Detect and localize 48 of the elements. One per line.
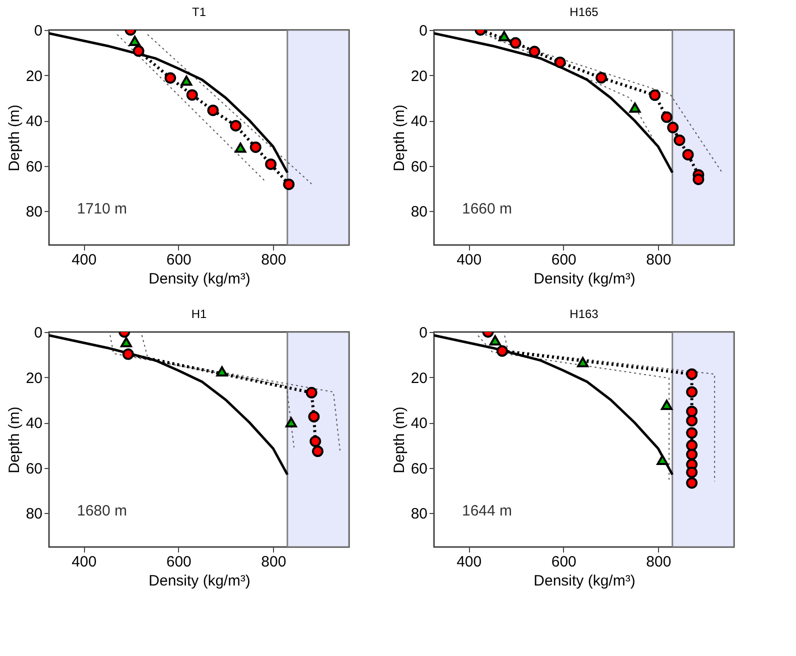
y-tick-label: 60 — [26, 158, 42, 176]
x-axis-title: Density (kg/m³) — [148, 270, 250, 288]
y-tick-label: 20 — [26, 68, 42, 85]
chart-title: H163 — [570, 307, 599, 321]
y-tick-label: 60 — [26, 460, 42, 478]
y-tick-label: 40 — [26, 113, 42, 130]
x-tick-label: 400 — [72, 252, 97, 268]
y-tick-label: 0 — [419, 22, 428, 40]
x-axis-title: Density (kg/m³) — [148, 572, 250, 590]
annotation: 1680 m — [77, 502, 128, 520]
x-tick-label: 800 — [646, 252, 672, 268]
y-tick-label: 60 — [410, 460, 428, 478]
y-axis-title: Depth (m) — [6, 104, 23, 172]
y-tick-label: 0 — [34, 22, 42, 40]
y-tick-label: 20 — [410, 370, 428, 387]
chart-title: T1 — [192, 5, 206, 19]
x-tick-label: 600 — [551, 554, 576, 570]
y-tick-label: 20 — [26, 370, 42, 387]
x-tick-label: 600 — [166, 252, 192, 268]
annotation: 1710 m — [77, 200, 128, 218]
x-tick-label: 600 — [551, 252, 576, 268]
x-tick-label: 800 — [261, 252, 286, 268]
x-tick-label: 800 — [646, 554, 672, 570]
y-tick-label: 40 — [410, 415, 428, 432]
y-tick-label: 80 — [410, 506, 428, 523]
y-tick-label: 80 — [410, 204, 428, 221]
chart-title: H165 — [570, 5, 599, 19]
y-tick-label: 80 — [26, 204, 42, 221]
x-tick-label: 600 — [166, 554, 192, 570]
y-tick-label: 0 — [419, 324, 428, 342]
annotation: 1644 m — [462, 502, 512, 520]
x-axis-title: Density (kg/m³) — [534, 572, 636, 590]
x-axis-title: Density (kg/m³) — [534, 270, 636, 288]
y-axis-title: Depth (m) — [390, 406, 408, 474]
y-tick-label: 0 — [34, 324, 42, 342]
y-tick-label: 40 — [410, 113, 428, 130]
x-tick-label: 800 — [261, 554, 286, 570]
y-axis-title: Depth (m) — [390, 104, 408, 172]
x-tick-label: 400 — [72, 554, 97, 570]
y-tick-label: 80 — [26, 506, 42, 523]
x-tick-label: 400 — [456, 554, 482, 570]
chart-title: H1 — [191, 307, 207, 321]
y-axis-title: Depth (m) — [6, 406, 23, 474]
y-tick-label: 60 — [410, 158, 428, 176]
annotation: 1660 m — [462, 200, 512, 218]
y-tick-label: 40 — [26, 415, 42, 432]
y-tick-label: 20 — [410, 68, 428, 85]
x-tick-label: 400 — [456, 252, 482, 268]
